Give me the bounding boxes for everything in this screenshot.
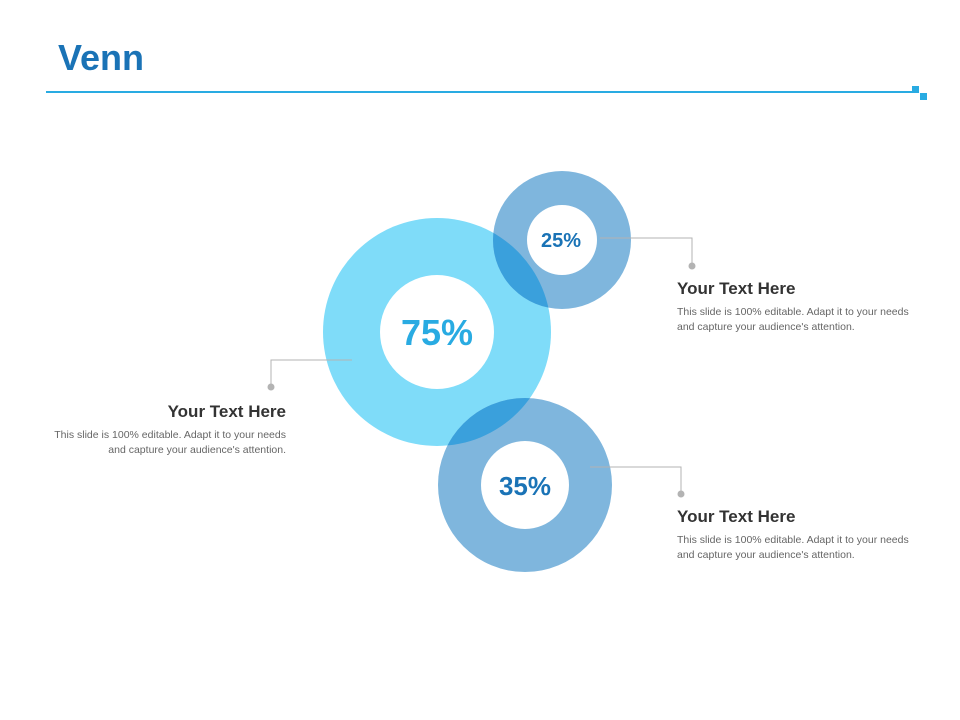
connector-dot	[677, 490, 685, 498]
connector-dot	[688, 262, 696, 270]
connector-left	[270, 359, 352, 385]
center-large	[380, 275, 494, 389]
percent-label-large: 75%	[400, 312, 474, 353]
callout-bottom-right: Your Text Here This slide is 100% editab…	[677, 507, 927, 562]
callout-body: This slide is 100% editable. Adapt it to…	[677, 534, 909, 561]
center-top	[527, 205, 597, 275]
connector-dot	[267, 383, 275, 391]
center-bottom	[481, 441, 569, 529]
connector-bottom	[590, 466, 682, 492]
decorative-square	[920, 93, 927, 100]
title-underline	[46, 91, 916, 93]
callout-body: This slide is 100% editable. Adapt it to…	[54, 429, 286, 456]
connector-top	[600, 237, 693, 264]
slide-title: Venn	[58, 37, 145, 78]
callout-top-right: Your Text Here This slide is 100% editab…	[677, 279, 927, 334]
percent-label-top: 25%	[540, 230, 582, 252]
callout-body: This slide is 100% editable. Adapt it to…	[677, 306, 909, 333]
callout-heading: Your Text Here	[677, 279, 796, 298]
decorative-square	[912, 86, 919, 93]
overlap-top	[493, 218, 551, 309]
callout-left: Your Text Here This slide is 100% editab…	[36, 402, 286, 457]
callout-heading: Your Text Here	[167, 402, 286, 421]
percent-label-bottom: 35%	[498, 471, 552, 501]
callout-heading: Your Text Here	[677, 507, 796, 526]
